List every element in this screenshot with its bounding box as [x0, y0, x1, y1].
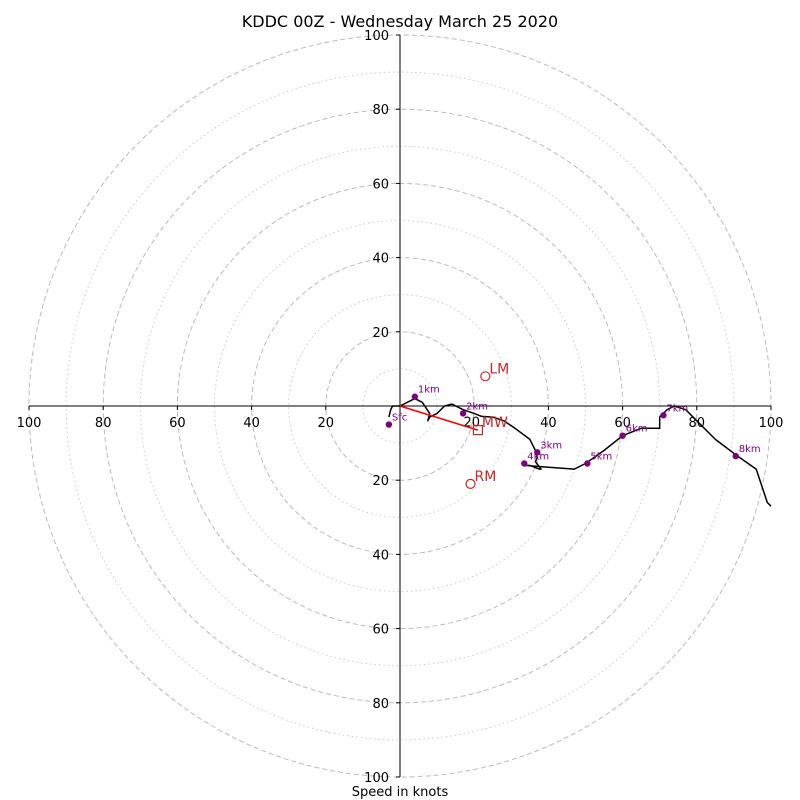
x-tick-label: 60: [169, 416, 186, 431]
height-marker: [534, 449, 541, 456]
x-tick-label: 40: [243, 416, 260, 431]
storm-motion-marker: [465, 478, 476, 490]
height-marker-label: 2km: [466, 401, 488, 412]
x-tick-label: 100: [759, 416, 784, 431]
height-marker-label: Sfc: [392, 413, 407, 424]
hodograph-line: [388, 397, 772, 507]
shear-vector: [399, 405, 479, 431]
x-tick-label: 80: [689, 416, 706, 431]
y-tick-label: 80: [372, 103, 389, 118]
x-tick-label: 100: [17, 416, 42, 431]
hodograph-series: [388, 397, 772, 507]
chart-title: KDDC 00Z - Wednesday March 25 2020: [242, 12, 558, 31]
height-marker-label: 5km: [590, 452, 612, 463]
storm-motion-label: MW: [482, 415, 508, 431]
y-tick-label: 60: [372, 177, 389, 192]
height-marker: [385, 421, 393, 428]
height-marker: [459, 410, 467, 417]
tick-labels: 100 80 60 40 20 40 60 80 100 20 20 40 40 60 60 80 80 100 1…: [17, 29, 784, 786]
height-marker: [660, 412, 667, 419]
y-tick-label: 20: [372, 326, 389, 341]
y-tick-label: 40: [372, 252, 389, 267]
y-tick-label: 80: [372, 697, 389, 712]
storm-motion-markers: LM MW RM: [465, 361, 509, 490]
y-tick-label: 60: [372, 623, 389, 638]
storm-motion-label: LM: [489, 361, 509, 377]
height-marker-label: 8km: [739, 444, 761, 455]
height-marker: [521, 460, 528, 467]
height-marker: [584, 460, 591, 467]
y-tick-label: 40: [372, 548, 389, 563]
mean-wind-marker: [472, 425, 484, 436]
x-axis-label: Speed in knots: [352, 785, 449, 800]
height-marker-label: 7km: [666, 403, 688, 414]
y-tick-label: 100: [364, 771, 389, 786]
height-marker: [619, 432, 626, 439]
height-marker: [411, 393, 419, 400]
x-tick-label: 20: [318, 416, 335, 431]
x-tick-label: 80: [95, 416, 112, 431]
y-tick-label: 100: [364, 29, 389, 44]
y-tick-label: 20: [372, 474, 389, 489]
storm-motion-label: RM: [474, 469, 496, 485]
x-tick-label: 40: [540, 416, 557, 431]
height-marker: [732, 452, 739, 460]
height-marker-label: 4km: [527, 452, 549, 463]
x-tick-label: 60: [614, 416, 631, 431]
height-marker-label: 6km: [626, 424, 648, 435]
height-marker-label: 3km: [540, 440, 562, 451]
height-marker-label: 1km: [418, 385, 440, 396]
storm-motion-marker: [480, 371, 491, 382]
